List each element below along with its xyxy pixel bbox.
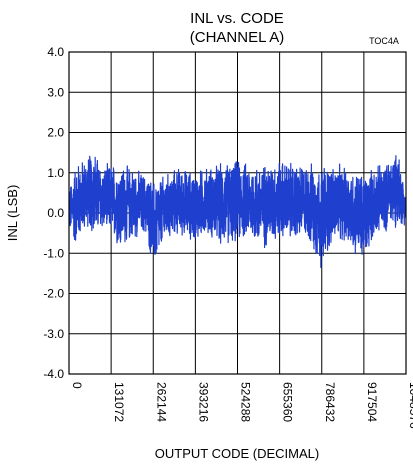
x-tick-labels: 0 131072 262144 393216 524288 655360 786432 917… [70, 382, 413, 429]
x-tick-label: 524288 [239, 382, 253, 422]
x-tick-label: 131072 [112, 382, 126, 422]
y-tick-label: -4.0 [43, 367, 64, 381]
x-tick-label: 0 [70, 382, 84, 389]
inl-trace [68, 155, 407, 269]
y-tick-label: 3.0 [47, 85, 64, 99]
y-tick-label: -2.0 [43, 287, 64, 301]
y-tick-label: 1.0 [47, 166, 64, 180]
x-tick-label: 786432 [323, 382, 337, 422]
x-tick-label: 655360 [281, 382, 295, 422]
x-tick-label: 1048576 [407, 382, 413, 429]
chart-title: INL vs. CODE [190, 10, 284, 27]
y-tick-label: -1.0 [43, 246, 64, 260]
y-tick-label: 2.0 [47, 126, 64, 140]
y-tick-label: 4.0 [47, 45, 64, 59]
x-tick-label: 393216 [196, 382, 210, 422]
y-tick-label: 0.0 [47, 206, 64, 220]
chart-subtitle: (CHANNEL A) [190, 29, 284, 46]
chart-tag: TOC4A [369, 36, 399, 46]
x-tick-label: 262144 [154, 382, 168, 422]
series-inl [68, 155, 407, 269]
y-axis-label: INL (LSB) [5, 185, 20, 242]
x-axis-label: OUTPUT CODE (DECIMAL) [155, 446, 319, 461]
y-tick-label: -3.0 [43, 327, 64, 341]
plot-frame [68, 51, 407, 375]
x-tick-label: 917504 [365, 382, 379, 422]
y-tick-labels: 4.0 3.0 2.0 1.0 0.0 -1.0 -2.0 -3.0 -4.0 [43, 45, 64, 381]
